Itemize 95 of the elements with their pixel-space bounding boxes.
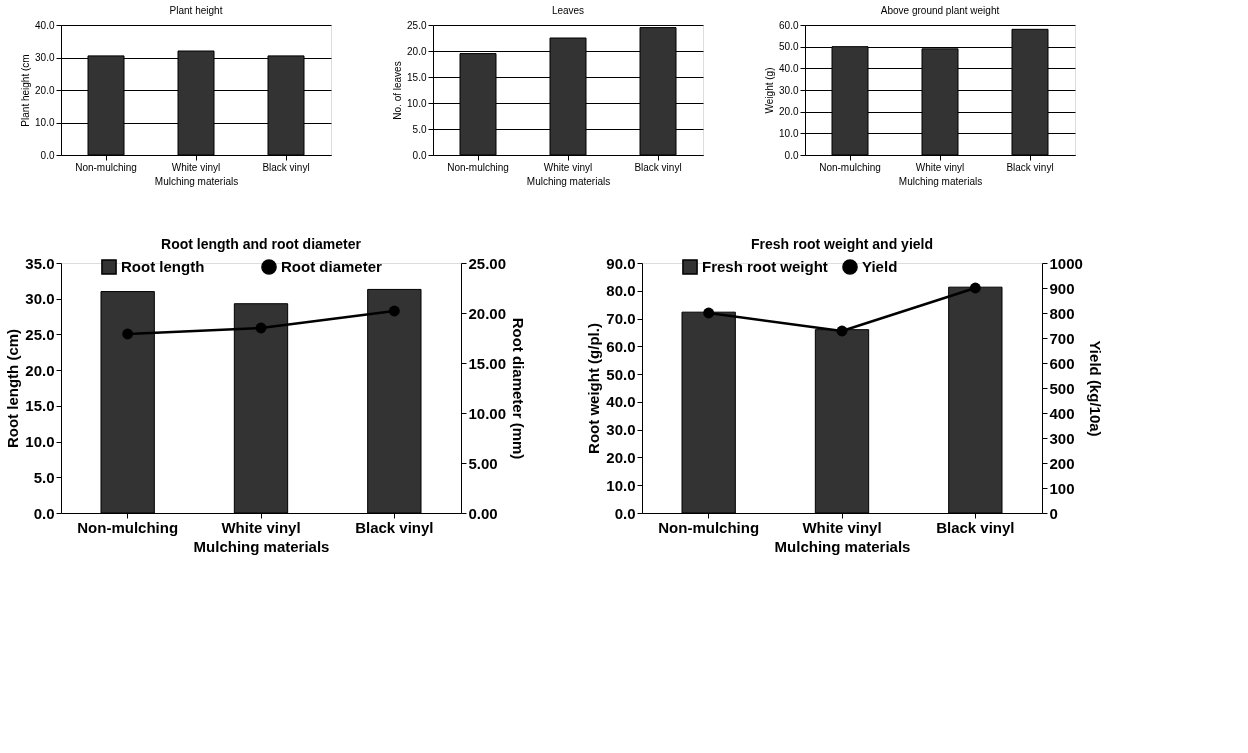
y-tick-label: 20.0 (779, 106, 799, 118)
y2-axis-title: Root diameter (mm) (510, 317, 528, 460)
y-tick-label: 10.0 (25, 433, 55, 451)
y-tick-label: 10.0 (35, 117, 55, 128)
x-tick-label: Black vinyl (1006, 161, 1054, 173)
y-tick-label: 80.0 (606, 282, 636, 300)
y2-tick-label: 10.00 (468, 404, 507, 422)
y-tick-label: 15.0 (25, 397, 55, 415)
y-tick-label: 50.0 (779, 41, 799, 53)
chart-title: Fresh root weight and yield (750, 236, 934, 252)
y-tick-label: 30.0 (779, 84, 799, 96)
y-axis-title: Root weight (g/pl.) (585, 323, 603, 454)
y2-tick-label: 200 (1049, 454, 1075, 472)
point (255, 322, 267, 334)
y-tick-label: 90.0 (606, 254, 636, 272)
point (388, 305, 400, 317)
y2-tick-label: 900 (1049, 279, 1075, 297)
x-tick-label: Non-mulching (447, 161, 509, 173)
chart-title: Above ground plant weight (880, 5, 1000, 16)
x-tick-label: White vinyl (171, 161, 221, 173)
x-tick-label: Non-mulching (819, 161, 881, 173)
y2-tick-label: 0.00 (468, 504, 498, 522)
x-axis-title: Mulching materials (526, 175, 611, 187)
y-tick-label: 5.0 (412, 123, 427, 135)
x-axis-title: Mulching materials (898, 175, 983, 187)
y-tick-label: 35.0 (25, 254, 55, 272)
x-tick-label: Black vinyl (634, 161, 682, 173)
y-tick-label: 30.0 (606, 421, 636, 439)
y-tick-label: 0.0 (40, 149, 55, 161)
y-tick-label: 10.0 (606, 476, 636, 494)
y-tick-label: 0.0 (33, 504, 55, 522)
y-tick-label: 25.0 (407, 19, 427, 31)
x-axis-title: Mulching materials (774, 537, 911, 555)
x-tick-label: Black vinyl (262, 161, 310, 173)
x-tick-label: Black vinyl (936, 518, 1015, 536)
point (969, 282, 981, 294)
y-tick-label: 70.0 (606, 310, 636, 328)
y2-tick-label: 800 (1049, 304, 1075, 322)
y-tick-label: 20.0 (35, 84, 55, 96)
y-tick-label: 5.0 (33, 468, 55, 486)
y-axis-title: Weight (g) (764, 67, 776, 114)
y-tick-label: 0.0 (412, 149, 427, 161)
y2-tick-label: 300 (1049, 429, 1075, 447)
x-tick-label: White vinyl (543, 161, 593, 173)
x-tick-label: White vinyl (915, 161, 965, 173)
point (122, 328, 134, 340)
x-axis-title: Mulching materials (154, 175, 239, 187)
y2-tick-label: 400 (1049, 404, 1075, 422)
y-tick-label: 20.0 (606, 448, 636, 466)
legend-label: Root length (121, 258, 205, 275)
y2-tick-label: 25.00 (468, 254, 507, 272)
y-axis-title: Root length (cm) (4, 328, 22, 449)
y-tick-label: 20.0 (407, 45, 427, 57)
y-tick-label: 25.0 (25, 325, 55, 343)
y2-tick-label: 20.00 (468, 304, 507, 322)
x-tick-label: Non-mulching (77, 518, 179, 536)
y-tick-label: 0.0 (784, 149, 799, 161)
y-tick-label: 50.0 (606, 365, 636, 383)
x-tick-label: White vinyl (221, 518, 301, 536)
y2-tick-label: 1000 (1049, 254, 1083, 272)
point (836, 325, 848, 337)
y2-tick-label: 700 (1049, 329, 1075, 347)
y2-tick-label: 5.00 (468, 454, 498, 472)
y-tick-label: 15.0 (407, 71, 427, 83)
y-tick-label: 30.0 (35, 52, 55, 63)
y2-axis-title: Yield (kg/10a) (1086, 340, 1104, 437)
y2-tick-label: 600 (1049, 354, 1075, 372)
legend-label: Fresh root weight (702, 258, 828, 275)
x-tick-label: White vinyl (802, 518, 882, 536)
y-tick-label: 30.0 (25, 290, 55, 308)
y2-tick-label: 500 (1049, 379, 1075, 397)
y-axis-title: Plant height (cm (20, 54, 32, 127)
y2-tick-label: 100 (1049, 479, 1075, 497)
y-tick-label: 20.0 (25, 361, 55, 379)
point (703, 307, 715, 319)
y-tick-label: 10.0 (407, 97, 427, 109)
y-axis-title: No. of leaves (392, 61, 404, 120)
y-tick-label: 40.0 (779, 62, 799, 74)
x-tick-label: Black vinyl (355, 518, 434, 536)
x-tick-label: Non-mulching (75, 161, 137, 173)
y-tick-label: 10.0 (779, 127, 799, 139)
y-tick-label: 0.0 (614, 504, 636, 522)
legend-label: Root diameter (281, 258, 383, 275)
chart-title: Root length and root diameter (161, 236, 362, 252)
y-tick-label: 40.0 (35, 19, 55, 31)
x-tick-label: Non-mulching (658, 518, 760, 536)
chart-title: Leaves (551, 5, 585, 16)
y2-tick-label: 15.00 (468, 354, 507, 372)
y2-tick-label: 0 (1049, 504, 1058, 522)
y-tick-label: 40.0 (606, 393, 636, 411)
y-tick-label: 60.0 (779, 19, 799, 31)
chart-title: Plant height (169, 5, 223, 16)
legend-label: Yield (862, 258, 898, 275)
x-axis-title: Mulching materials (193, 537, 330, 555)
y-tick-label: 60.0 (606, 337, 636, 355)
